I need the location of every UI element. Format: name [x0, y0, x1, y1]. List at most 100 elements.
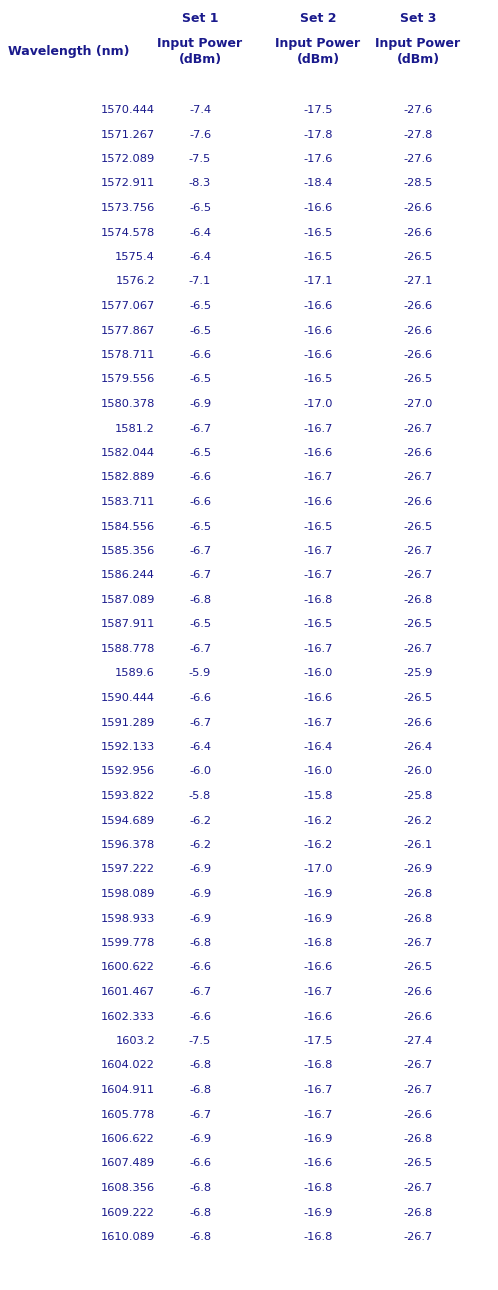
Text: 1592.956: 1592.956	[101, 766, 155, 777]
Text: -6.6: -6.6	[189, 1011, 211, 1022]
Text: -26.5: -26.5	[403, 693, 433, 703]
Text: -26.5: -26.5	[403, 521, 433, 531]
Text: 1599.778: 1599.778	[101, 938, 155, 948]
Text: -26.7: -26.7	[403, 1232, 433, 1242]
Text: -6.5: -6.5	[189, 448, 211, 458]
Text: -27.4: -27.4	[403, 1036, 433, 1046]
Text: -18.4: -18.4	[303, 178, 333, 188]
Text: -26.6: -26.6	[403, 717, 433, 728]
Text: -6.7: -6.7	[189, 423, 211, 433]
Text: -6.5: -6.5	[189, 619, 211, 630]
Text: 1597.222: 1597.222	[101, 864, 155, 875]
Text: 1591.289: 1591.289	[101, 717, 155, 728]
Text: -16.6: -16.6	[303, 350, 333, 360]
Text: -27.6: -27.6	[403, 154, 433, 164]
Text: -26.8: -26.8	[403, 913, 433, 924]
Text: -27.1: -27.1	[403, 276, 433, 286]
Text: 1589.6: 1589.6	[115, 668, 155, 679]
Text: -16.8: -16.8	[303, 938, 333, 948]
Text: 1598.089: 1598.089	[101, 889, 155, 899]
Text: 1582.889: 1582.889	[101, 472, 155, 482]
Text: -6.7: -6.7	[189, 1109, 211, 1120]
Text: -17.0: -17.0	[303, 399, 333, 409]
Text: Set 3: Set 3	[400, 12, 436, 25]
Text: -26.6: -26.6	[403, 203, 433, 213]
Text: 1574.578: 1574.578	[101, 227, 155, 237]
Text: 1579.556: 1579.556	[101, 374, 155, 384]
Text: -16.7: -16.7	[303, 1085, 333, 1095]
Text: -26.6: -26.6	[403, 448, 433, 458]
Text: -26.5: -26.5	[403, 1158, 433, 1169]
Text: -6.5: -6.5	[189, 374, 211, 384]
Text: -6.8: -6.8	[189, 1207, 211, 1218]
Text: 1582.044: 1582.044	[101, 448, 155, 458]
Text: -16.8: -16.8	[303, 1232, 333, 1242]
Text: -26.6: -26.6	[403, 1109, 433, 1120]
Text: -17.6: -17.6	[303, 154, 333, 164]
Text: -6.7: -6.7	[189, 570, 211, 580]
Text: -16.6: -16.6	[303, 962, 333, 973]
Text: -25.8: -25.8	[403, 791, 433, 801]
Text: -26.6: -26.6	[403, 497, 433, 507]
Text: 1608.356: 1608.356	[101, 1183, 155, 1193]
Text: -16.8: -16.8	[303, 595, 333, 605]
Text: 1598.933: 1598.933	[101, 913, 155, 924]
Text: -26.7: -26.7	[403, 423, 433, 433]
Text: -16.9: -16.9	[303, 1134, 333, 1144]
Text: -6.6: -6.6	[189, 1158, 211, 1169]
Text: -26.7: -26.7	[403, 570, 433, 580]
Text: 1593.822: 1593.822	[101, 791, 155, 801]
Text: -26.7: -26.7	[403, 644, 433, 654]
Text: -16.7: -16.7	[303, 570, 333, 580]
Text: -16.5: -16.5	[303, 252, 333, 262]
Text: -26.6: -26.6	[403, 987, 433, 997]
Text: 1606.622: 1606.622	[101, 1134, 155, 1144]
Text: 1609.222: 1609.222	[101, 1207, 155, 1218]
Text: 1572.089: 1572.089	[101, 154, 155, 164]
Text: 1586.244: 1586.244	[101, 570, 155, 580]
Text: 1583.711: 1583.711	[101, 497, 155, 507]
Text: -26.7: -26.7	[403, 1085, 433, 1095]
Text: -27.0: -27.0	[403, 399, 433, 409]
Text: 1594.689: 1594.689	[101, 815, 155, 826]
Text: -8.3: -8.3	[189, 178, 211, 188]
Text: -26.2: -26.2	[403, 815, 433, 826]
Text: 1604.022: 1604.022	[101, 1060, 155, 1071]
Text: 1572.911: 1572.911	[101, 178, 155, 188]
Text: -6.7: -6.7	[189, 644, 211, 654]
Text: -17.1: -17.1	[303, 276, 333, 286]
Text: -16.4: -16.4	[303, 742, 333, 752]
Text: -6.5: -6.5	[189, 301, 211, 311]
Text: -16.7: -16.7	[303, 472, 333, 482]
Text: -26.4: -26.4	[403, 742, 433, 752]
Text: -26.8: -26.8	[403, 1207, 433, 1218]
Text: 1577.867: 1577.867	[101, 325, 155, 335]
Text: Wavelength (nm): Wavelength (nm)	[8, 45, 129, 58]
Text: -6.9: -6.9	[189, 913, 211, 924]
Text: -6.9: -6.9	[189, 1134, 211, 1144]
Text: 1571.267: 1571.267	[101, 129, 155, 139]
Text: -26.6: -26.6	[403, 350, 433, 360]
Text: 1596.378: 1596.378	[101, 840, 155, 850]
Text: 1575.4: 1575.4	[115, 252, 155, 262]
Text: 1570.444: 1570.444	[101, 104, 155, 115]
Text: -6.7: -6.7	[189, 717, 211, 728]
Text: -6.2: -6.2	[189, 815, 211, 826]
Text: -16.0: -16.0	[303, 766, 333, 777]
Text: 1587.911: 1587.911	[101, 619, 155, 630]
Text: Input Power
(dBm): Input Power (dBm)	[275, 37, 361, 67]
Text: -26.6: -26.6	[403, 227, 433, 237]
Text: -26.7: -26.7	[403, 938, 433, 948]
Text: -26.9: -26.9	[403, 864, 433, 875]
Text: -6.6: -6.6	[189, 472, 211, 482]
Text: -6.2: -6.2	[189, 840, 211, 850]
Text: -16.2: -16.2	[303, 840, 333, 850]
Text: -6.5: -6.5	[189, 521, 211, 531]
Text: -26.7: -26.7	[403, 472, 433, 482]
Text: -17.5: -17.5	[303, 104, 333, 115]
Text: -25.9: -25.9	[403, 668, 433, 679]
Text: 1578.711: 1578.711	[101, 350, 155, 360]
Text: -16.8: -16.8	[303, 1060, 333, 1071]
Text: -16.6: -16.6	[303, 1011, 333, 1022]
Text: -16.9: -16.9	[303, 913, 333, 924]
